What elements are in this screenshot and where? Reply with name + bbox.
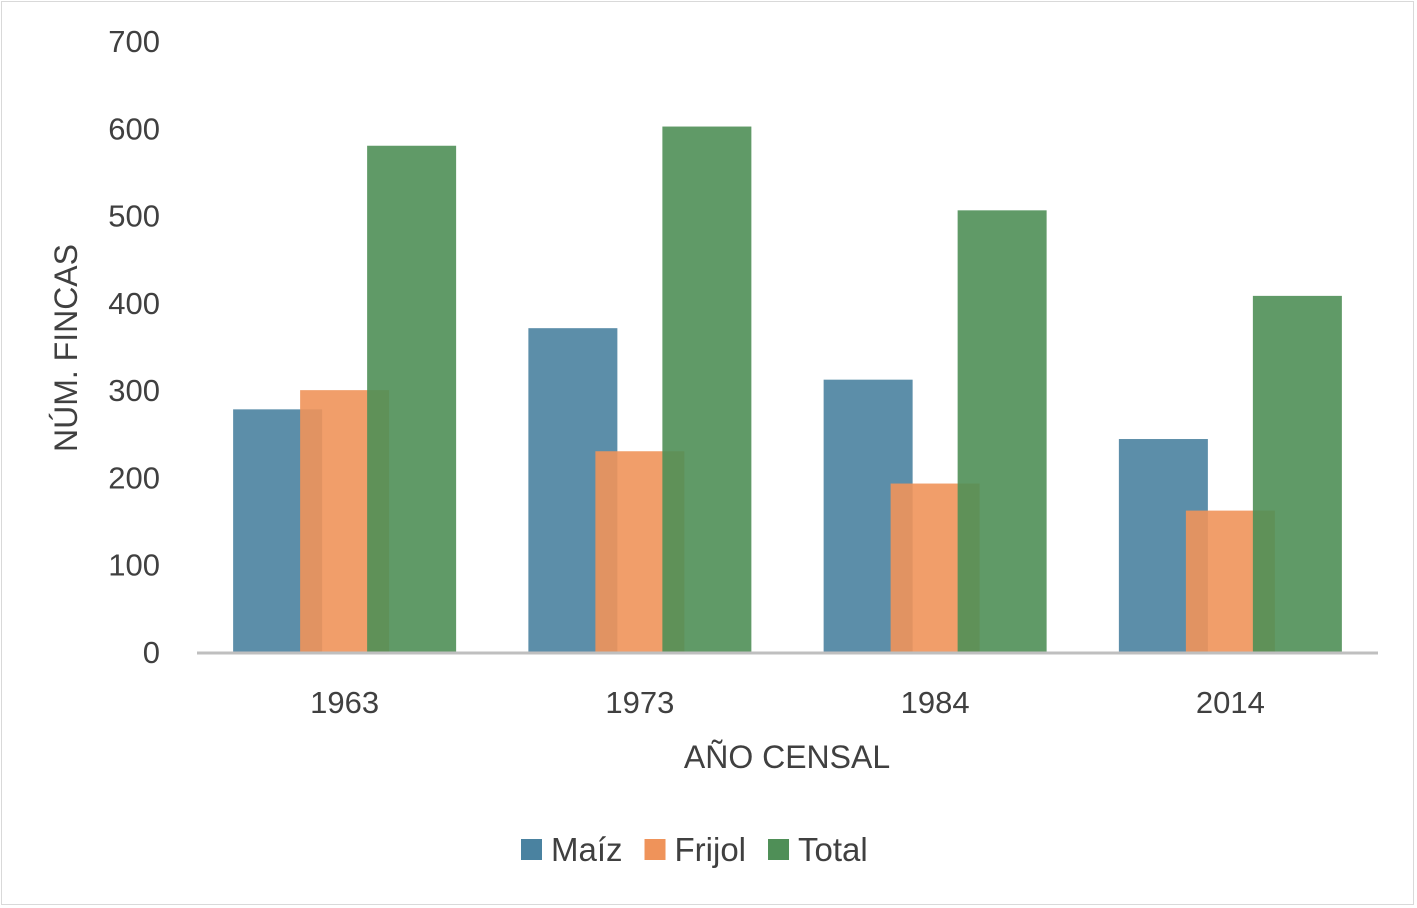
x-tick-label: 1973 (605, 685, 674, 720)
y-tick-label: 100 (108, 548, 160, 583)
x-axis-title: AÑO CENSAL (684, 739, 890, 775)
bar-total-1963 (367, 145, 457, 652)
legend-swatch (521, 839, 542, 860)
y-axis-title: NÚM. FINCAS (48, 244, 84, 452)
y-tick-label: 500 (108, 199, 160, 234)
y-axis-ticks: 0 100 200 300 400 500 600 700 (108, 24, 160, 670)
x-axis-ticks: 1963 1973 1984 2014 (310, 685, 1265, 720)
x-tick-label: 1963 (310, 685, 379, 720)
legend-label: Total (798, 831, 868, 868)
legend-swatch (768, 839, 790, 860)
y-tick-label: 300 (108, 373, 160, 408)
bar-total-1984 (957, 210, 1047, 652)
bar-total-2014 (1252, 295, 1342, 652)
legend: Maíz Frijol Total (521, 831, 868, 868)
y-tick-label: 600 (108, 111, 160, 146)
legend-label: Frijol (675, 831, 747, 868)
x-tick-label: 2014 (1196, 685, 1265, 720)
y-tick-label: 400 (108, 286, 160, 321)
bar-total-1973 (662, 126, 752, 653)
y-tick-label: 700 (108, 24, 160, 59)
bars-layer (233, 126, 1342, 653)
legend-swatch (644, 839, 666, 860)
legend-label: Maíz (551, 831, 623, 868)
y-tick-label: 200 (108, 460, 160, 495)
x-tick-label: 1984 (901, 685, 970, 720)
y-tick-label: 0 (143, 635, 160, 670)
